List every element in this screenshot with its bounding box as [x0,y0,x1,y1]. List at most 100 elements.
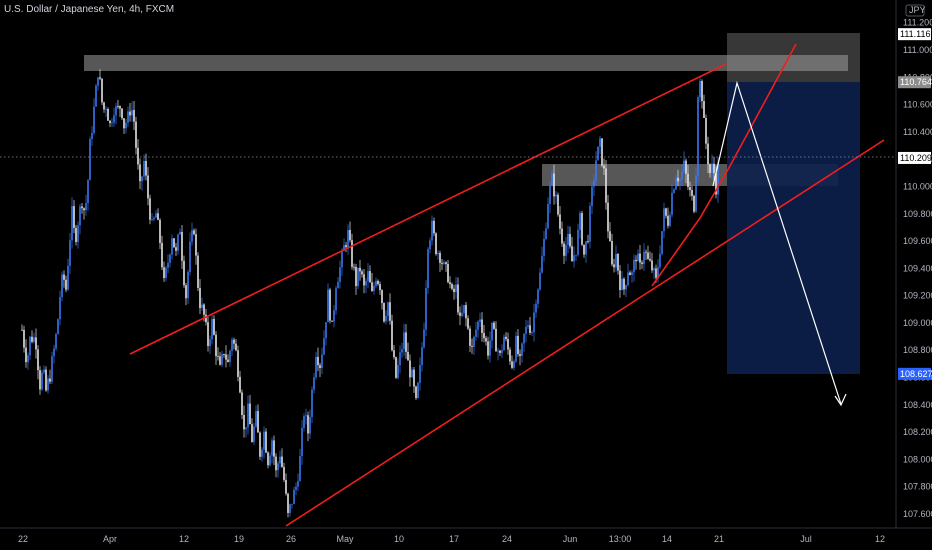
candle-body [131,110,133,116]
candle-body [265,431,267,453]
candle-body [691,190,693,196]
candle-body [229,350,231,363]
price-axis[interactable]: 111.200111.000110.800110.600110.400110.2… [903,18,932,519]
candle-body [157,213,159,220]
candle-body [649,258,651,261]
candle-body [535,303,537,313]
candle-body [231,339,233,351]
candle-body [299,456,301,481]
candle-body [167,262,169,268]
candle-body [651,260,653,271]
candle-body [581,212,583,245]
candle-body [89,139,91,181]
candle-body [331,320,333,322]
candle-body [685,160,687,174]
candle-body [51,356,53,382]
candle-body [539,272,541,290]
candle-body [287,493,289,513]
candle-body [293,489,295,504]
candle-body [81,206,83,209]
candle-body [591,186,593,206]
candle-body [399,352,401,366]
candle-body [47,378,49,391]
candle-body [227,359,229,363]
candle-body [277,463,279,471]
candles [21,69,719,518]
candle-body [151,219,153,221]
candle-body [187,271,189,299]
candle-body [55,334,57,349]
candle-body [289,504,291,513]
candle-body [197,255,199,288]
price-label-text: 110.209 [900,153,932,163]
y-tick-label: 111.000 [903,45,932,55]
candle-body [497,350,499,352]
candle-body [85,203,87,211]
candle-body [489,340,491,356]
candle-body [259,432,261,457]
candle-body [45,369,47,391]
price-label-box [898,151,931,164]
candle-body [155,213,157,218]
x-tick-label: 24 [502,534,512,544]
candle-body [29,336,31,356]
candle-body [21,329,23,331]
candle-body [659,253,661,268]
candle-body [491,322,493,341]
candle-body [387,302,389,316]
candle-body [461,313,463,316]
candle-body [195,234,197,256]
candle-body [673,189,675,193]
candle-body [69,240,71,266]
candle-body [363,274,365,286]
candle-body [713,163,715,174]
candle-body [545,228,547,239]
candle-body [469,328,471,346]
candle-body [643,251,645,264]
candle-body [611,241,613,265]
candle-body [189,241,191,272]
candle-body [603,165,605,169]
candle-body [521,343,523,356]
candle-body [565,244,567,256]
projection-arrow-head [834,393,847,407]
y-tick-label: 109.400 [903,263,932,273]
candle-body [315,356,317,378]
candle-body [705,117,707,144]
candle-body [601,138,603,166]
candle-body [201,304,203,309]
candle-body [423,329,425,348]
candle-body [623,278,625,290]
candle-body [341,250,343,268]
time-axis[interactable]: 22 Apr 12 19 26 May 10 17 24 Jun 13:00 14 21 Jul 12 [18,534,885,544]
x-tick-label: 21 [714,534,724,544]
candle-body [253,426,255,443]
candle-body [667,215,669,226]
candle-body [383,303,385,322]
candle-body [111,122,113,124]
candle-body [481,319,483,333]
candle-body [123,118,125,129]
candle-body [321,354,323,369]
candle-body [429,240,431,250]
candle-body [407,351,409,361]
candle-body [715,173,717,195]
candle-body [575,254,577,256]
candle-body [205,314,207,323]
candle-body [599,138,601,147]
candle-body [211,318,213,340]
candle-body [183,260,185,286]
candle-body [507,339,509,350]
candle-body [101,78,103,103]
candle-body [291,503,293,505]
x-tick-label: 17 [449,534,459,544]
candle-body [53,348,55,357]
y-tick-label: 110.400 [903,127,932,137]
candle-body [605,168,607,203]
candle-body [225,354,227,360]
candle-body [585,241,587,255]
candle-body [239,376,241,393]
candle-body [505,336,507,340]
candle-body [57,319,59,335]
